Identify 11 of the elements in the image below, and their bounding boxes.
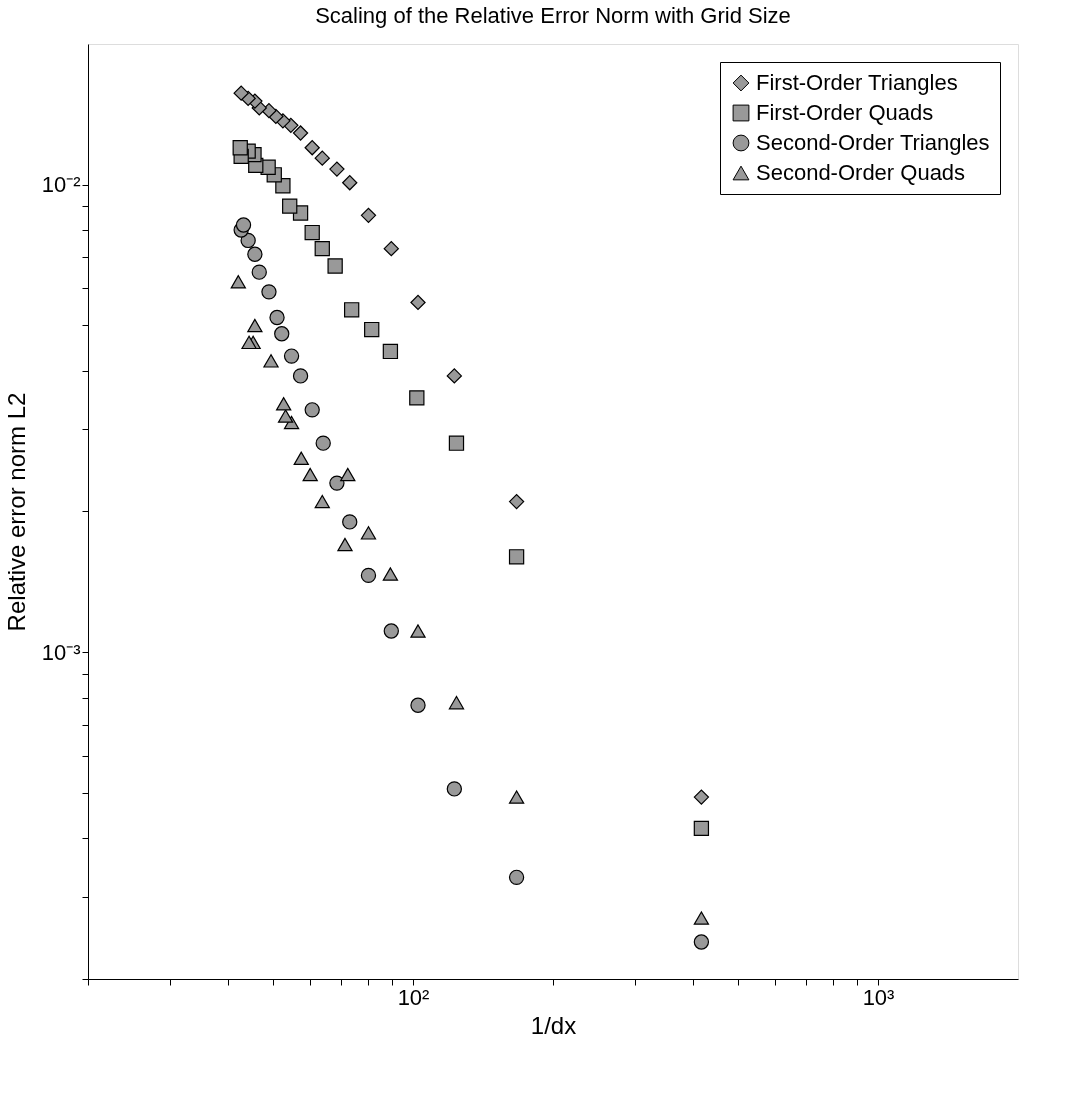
- y-axis-title: Relative error norm L2: [2, 392, 30, 632]
- legend-label: Second-Order Triangles: [756, 130, 990, 155]
- legend-label: Second-Order Quads: [756, 160, 966, 185]
- legend-label: First-Order Quads: [756, 100, 934, 125]
- chart-title: Scaling of the Relative Error Norm with Grid Size: [315, 3, 791, 28]
- x-tick-label: 10²: [397, 984, 430, 1010]
- y-tick-label: 10⁻³: [41, 639, 81, 665]
- legend-label: First-Order Triangles: [756, 70, 958, 95]
- x-tick-label: 10³: [862, 984, 895, 1010]
- y-tick-label: 10⁻²: [41, 172, 81, 198]
- x-axis-title: 1/dx: [530, 1011, 577, 1039]
